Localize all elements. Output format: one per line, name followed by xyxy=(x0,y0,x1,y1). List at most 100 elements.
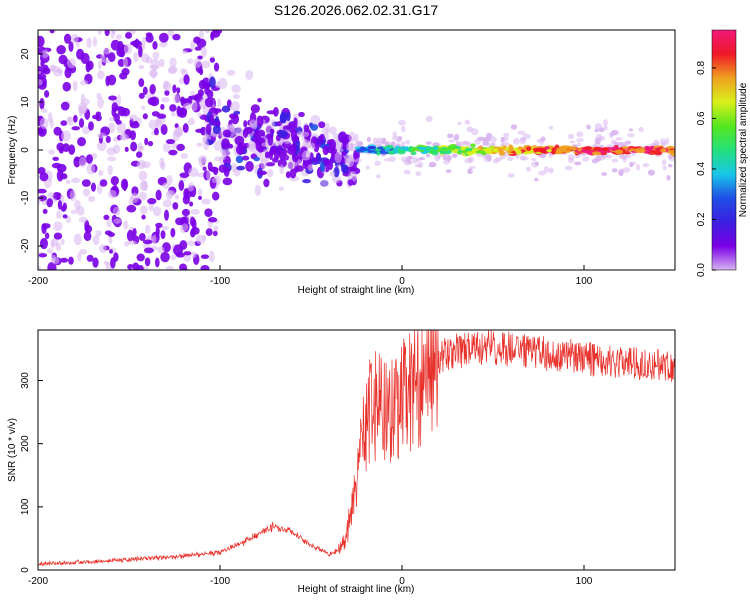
spectrogram-cell xyxy=(78,118,85,128)
spectrogram-cell xyxy=(187,240,196,247)
spectrogram-cell xyxy=(405,157,412,164)
spectrogram-cell xyxy=(147,197,157,205)
spectrogram-cell xyxy=(430,150,438,154)
spectrogram-cell xyxy=(407,147,413,153)
spectrogram-cell xyxy=(278,186,284,191)
spectrogram-cell xyxy=(302,179,311,184)
spectrogram-cell xyxy=(150,58,160,70)
spectrogram-cell xyxy=(187,58,194,64)
spectrogram-cell xyxy=(659,138,666,146)
spectrogram-cell xyxy=(301,150,311,161)
spectrogram-cell xyxy=(482,136,490,141)
spectrogram-cell xyxy=(256,115,264,128)
spectrogram-cell xyxy=(123,220,129,230)
spectrogram-cell xyxy=(366,136,372,143)
spectrogram-cell xyxy=(165,139,176,145)
spectrogram-cell xyxy=(162,142,171,153)
spectrogram-cell xyxy=(160,124,168,136)
spectrogram-cell xyxy=(182,123,189,133)
spectrogram-cell xyxy=(523,151,529,155)
spectrogram-cell xyxy=(38,196,41,205)
spectrogram-cell xyxy=(331,175,342,184)
spectrogram-cell xyxy=(217,98,222,108)
spectrogram-cell xyxy=(567,133,575,140)
spectrogram-cell xyxy=(554,144,560,149)
spectrogram-cell xyxy=(68,144,76,155)
spectrogram-cell xyxy=(446,146,456,151)
spectrogram-cell xyxy=(277,144,283,153)
spectrogram-cell xyxy=(365,165,370,170)
spectrogram-cell xyxy=(631,161,637,166)
spectrogram-cell xyxy=(621,146,629,150)
spectrogram-cell xyxy=(98,244,107,254)
spectrogram-cell xyxy=(272,157,279,163)
snr-y-label: SNR (10 * v/v) xyxy=(7,418,18,482)
spectrogram-cell xyxy=(38,265,42,270)
spectrogram-cell xyxy=(46,198,54,208)
spectrogram-cell xyxy=(265,162,276,167)
colorbar-label: Normalized spectral amplitude xyxy=(738,82,749,217)
spectrogram-cell xyxy=(243,120,248,128)
spectrogram-cell xyxy=(138,145,145,151)
spectrogram-cell xyxy=(301,131,310,138)
spectrogram-cell xyxy=(69,190,77,202)
spectrogram-cell xyxy=(235,155,244,164)
spectrogram-cell xyxy=(211,177,219,183)
spectrogram-cell xyxy=(79,248,88,255)
spectrogram-cell xyxy=(159,41,168,48)
spectrogram-cell xyxy=(276,120,282,127)
spectrogram-cell xyxy=(182,194,190,205)
spectrogram-cell xyxy=(661,159,667,166)
spectrogram-cell xyxy=(49,30,55,34)
spectrogram-cell xyxy=(103,214,110,221)
spectrogram-cell xyxy=(53,221,63,232)
spectrogram-cell xyxy=(97,96,104,109)
spectrogram-cell xyxy=(650,145,655,149)
spectrogram-cell xyxy=(102,48,112,55)
spectrogram-cell xyxy=(141,161,151,169)
spectrogram-cell xyxy=(662,165,667,171)
spectrogram-cell xyxy=(497,147,504,153)
spectrogram-cell xyxy=(105,75,110,87)
spectrogram-cell xyxy=(348,131,356,143)
spectrogram-cell xyxy=(62,81,71,92)
spectrogram-cell xyxy=(567,158,575,164)
spectrogram-cell xyxy=(425,141,432,145)
spectrogram-cell xyxy=(111,102,119,113)
spectrogram-cell xyxy=(291,152,299,163)
spectrogram-cell xyxy=(253,132,259,139)
spectrogram-cell xyxy=(616,141,624,145)
spectrogram-cell xyxy=(266,169,274,178)
spectrogram-cell xyxy=(586,124,591,130)
spectrogram-cell xyxy=(576,131,584,138)
spectrogram-cell xyxy=(39,117,49,129)
colorbar-tick-label: 0.4 xyxy=(696,162,707,176)
spectrogram-cell xyxy=(211,121,221,126)
spectrogram-cell xyxy=(86,254,94,262)
spectrogram-cell xyxy=(82,126,91,135)
spectrogram-cell xyxy=(212,230,218,237)
spectrogram-cell xyxy=(425,153,431,158)
spectrogram-cell xyxy=(108,189,117,199)
spectrogram-cell xyxy=(107,164,113,176)
spectrogram-cell xyxy=(584,146,592,151)
spectrogram-cell xyxy=(81,179,91,187)
spectrogram-cell xyxy=(398,119,406,126)
spectrogram-cell xyxy=(50,254,57,264)
spectrogram-cell xyxy=(456,151,462,155)
spectrogram-cell xyxy=(432,142,440,148)
spectrogram-cell xyxy=(200,46,207,58)
spectrogram-cell xyxy=(117,94,122,107)
spectrogram-cell xyxy=(660,147,667,153)
spectrogram-cell xyxy=(267,135,274,146)
spectrogram-cell xyxy=(392,131,397,138)
spectrogram-cell xyxy=(288,121,297,127)
spectrogram-cell xyxy=(221,138,231,150)
spectrogram-cell xyxy=(178,109,187,118)
spectrogram-cell xyxy=(188,167,199,178)
spectrogram-cell xyxy=(277,158,287,168)
spectrogram-cell xyxy=(164,89,170,96)
spectrogram-cell xyxy=(639,147,645,150)
spectrogram-cell xyxy=(176,87,181,94)
